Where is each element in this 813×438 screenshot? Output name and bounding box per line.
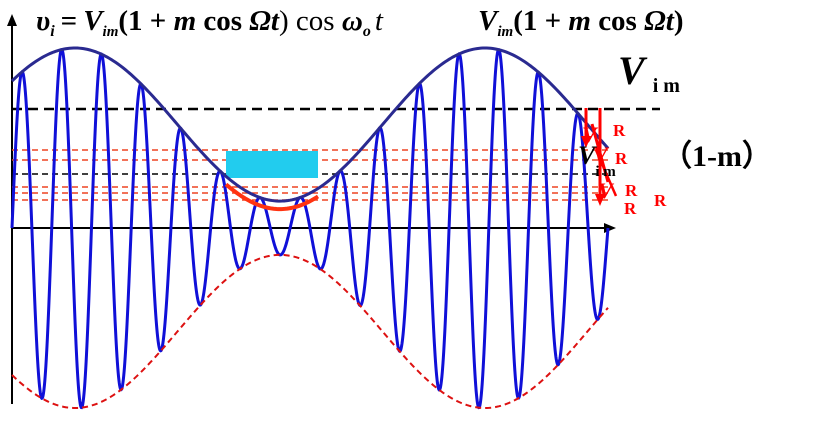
upper-envelope-curve — [12, 48, 608, 201]
vr-label-v2: V — [593, 142, 610, 167]
formula-left-close: ) cos — [279, 5, 342, 37]
formula-left-paren: (1 + — [118, 5, 173, 37]
vim-label-sub: i m — [653, 75, 681, 97]
formula-left: υi = Vim(1 + m cos Ωt) cos ωo t — [36, 5, 384, 40]
formula-left-omega-sub: o — [363, 23, 371, 40]
formula-left-eq: = — [61, 5, 78, 37]
formula-left-omega-cap: Ωt — [249, 5, 280, 37]
trough-highlight-box — [226, 151, 318, 178]
lower-envelope-curve — [12, 255, 608, 408]
vr-label-r5: R — [654, 191, 667, 210]
formula-left-omega: ω — [342, 5, 363, 37]
formula-left-lhs-sub: i — [50, 23, 55, 40]
vr-label-r2: R — [615, 149, 628, 168]
formula-right-close: ) — [674, 5, 684, 37]
formula-right-m: m — [568, 5, 591, 37]
formula-left-cos: cos — [196, 5, 249, 37]
formula-right-paren: (1 + — [513, 5, 568, 37]
x-axis-arrow — [604, 223, 616, 233]
formula-right: Vim(1 + m cos Ωt) — [478, 5, 683, 40]
formula-right-v-sub: im — [497, 24, 513, 40]
vr-label-r3: R — [625, 181, 638, 200]
formula-left-lhs: υ — [36, 5, 50, 37]
vr-label-r4: R — [624, 199, 637, 218]
y-axis-arrow — [7, 14, 17, 26]
formula-right-omega-cap: Ωt — [644, 5, 675, 37]
vim-label-v: V — [618, 48, 648, 93]
formula-left-v-sub: im — [103, 24, 119, 40]
formula-left-m: m — [174, 5, 197, 37]
formula-left-t: t — [375, 5, 384, 37]
vr-label-r1: R — [613, 121, 626, 140]
formula-right-cos: cos — [591, 5, 644, 37]
one-minus-m-label: （1-m） — [662, 139, 772, 173]
vr-label-v3: V — [598, 178, 615, 203]
